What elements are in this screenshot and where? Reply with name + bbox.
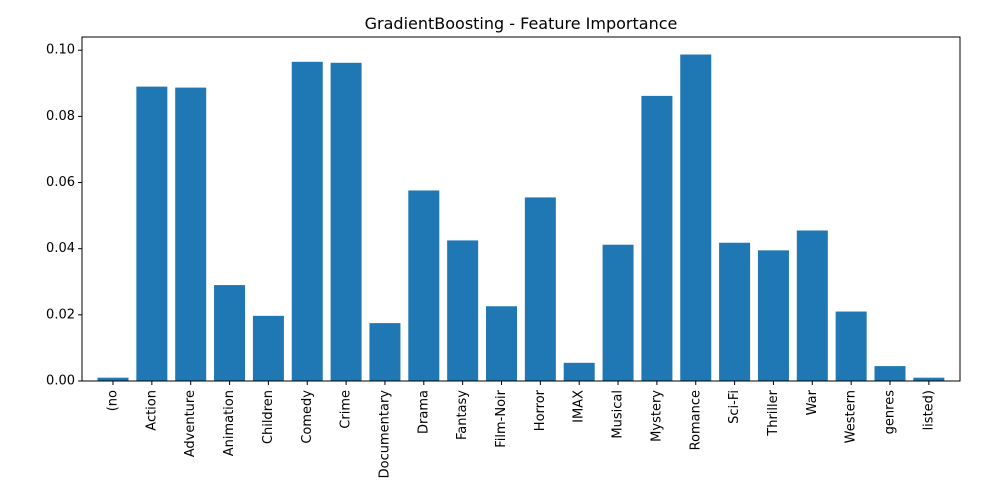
y-tick-label: 0.08 [46,109,75,124]
bar-listed [913,377,945,381]
y-axis: 0.00 0.02 0.04 0.06 0.08 0.10 [46,43,82,389]
bar-romance [680,54,712,381]
y-tick-label: 0.00 [46,374,75,389]
x-tick-label: Western [844,390,859,443]
bar-war [796,230,828,381]
x-tick-label: Children [261,390,276,444]
x-tick-label: Action [144,390,159,431]
bar-genres [874,366,906,381]
bar-mystery [641,95,673,381]
bar-action [136,86,168,382]
x-tick-label: Animation [222,390,237,456]
x-tick-label: genres [883,390,898,435]
bar-comedy [291,61,323,382]
bar-imax [563,362,595,381]
x-tick-label: Fantasy [455,390,470,440]
x-tick-label: War [805,389,820,415]
bar-children [252,315,284,381]
x-tick-label: IMAX [572,390,587,423]
x-tick-label: Adventure [183,390,198,457]
y-tick-label: 0.02 [46,307,75,322]
x-tick-label: Horror [533,389,548,431]
bar-drama [408,190,440,381]
plot-frame [81,36,961,382]
bar-western [835,311,867,381]
x-tick-label: Documentary [377,390,392,479]
y-tick-label: 0.06 [46,175,75,190]
bar-thriller [757,250,789,381]
bar-fantasy [447,240,479,381]
x-tick-label: listed) [921,390,936,430]
bar-scifi [719,242,751,381]
bar-animation [214,285,246,381]
bar-documentary [369,323,401,381]
x-tick-label: (no [106,390,121,411]
bar-horror [524,197,556,381]
x-tick-label: Mystery [649,390,664,442]
bar-filmnoir [486,306,517,381]
bar-musical [602,244,634,381]
x-tick-label: Musical [611,390,626,439]
bars [97,54,945,382]
x-tick-label: Thriller [766,389,781,436]
x-tick-label: Comedy [300,390,315,444]
x-tick-label: Crime [339,390,354,429]
y-tick-label: 0.04 [46,241,75,256]
bar-adventure [175,87,207,382]
bar-crime [330,62,362,382]
y-tick-label: 0.10 [46,43,75,58]
bar-no [97,377,129,381]
x-tick-label: Romance [688,390,703,450]
x-tick-label: Film-Noir [494,389,509,447]
x-axis: (no Action Adventure Animation Children Comed… [106,381,936,479]
x-tick-label: Drama [416,390,431,434]
chart-title: GradientBoosting - Feature Importance [365,14,678,33]
x-tick-label: Sci-Fi [727,390,742,424]
